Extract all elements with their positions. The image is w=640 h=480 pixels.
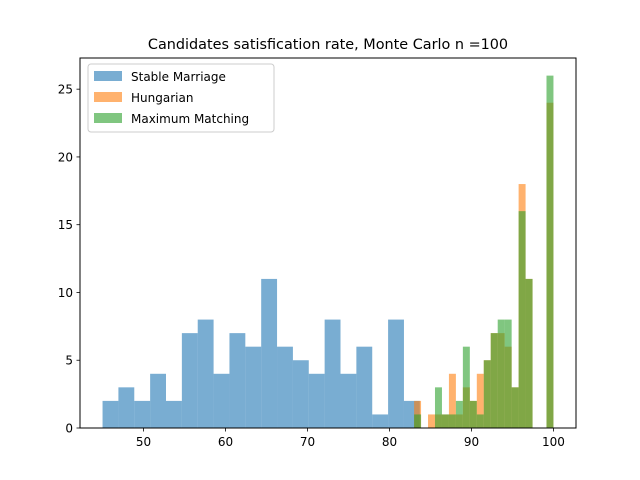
x-tick-label: 70 — [300, 435, 315, 449]
histogram-bar — [546, 75, 554, 428]
histogram-bar — [476, 373, 484, 428]
legend-box — [87, 63, 275, 133]
histogram-bar — [166, 400, 182, 428]
histogram-bar — [448, 414, 456, 428]
y-axis: 0 5 10 15 20 25 — [58, 83, 80, 436]
histogram-bar — [490, 333, 498, 428]
x-tick-label: 90 — [464, 435, 479, 449]
histogram-bars — [102, 75, 554, 428]
histogram-bar — [504, 319, 512, 428]
histogram-bar — [245, 346, 262, 428]
histogram-bar — [102, 400, 119, 428]
legend-swatch — [94, 113, 122, 123]
y-tick-label: 15 — [58, 218, 73, 232]
histogram-bar — [469, 400, 477, 428]
legend-label: Stable Marriage — [131, 70, 226, 84]
histogram-bar — [324, 319, 341, 428]
histogram-bar — [518, 211, 526, 428]
histogram-bar — [292, 360, 309, 428]
histogram-bar — [525, 278, 533, 428]
histogram-bar — [462, 346, 470, 428]
legend-swatch — [94, 71, 122, 81]
y-tick-label: 20 — [58, 150, 73, 164]
chart-title: Candidates satisfication rate, Monte Car… — [148, 37, 508, 53]
series-maximum-matching — [414, 75, 554, 428]
histogram-bar — [511, 387, 519, 428]
histogram-bar — [197, 319, 214, 428]
histogram-bar — [261, 278, 278, 428]
x-tick-label: 80 — [382, 435, 397, 449]
histogram-bar — [308, 373, 325, 428]
histogram-bar — [414, 414, 422, 428]
histogram-bar — [497, 319, 505, 428]
histogram-bar — [441, 414, 449, 428]
histogram-bar — [150, 373, 167, 428]
y-tick-label: 5 — [65, 354, 73, 368]
y-tick-label: 0 — [65, 422, 73, 436]
x-tick-label: 100 — [542, 435, 565, 449]
histogram-bar — [434, 387, 442, 428]
histogram-bar — [388, 319, 404, 428]
x-axis: 50 60 70 80 90 100 — [136, 428, 565, 449]
y-tick-label: 10 — [58, 286, 73, 300]
histogram-bar — [448, 373, 456, 428]
legend-swatch — [94, 92, 122, 102]
legend: Stable Marriage Hungarian Maximum Matching — [87, 63, 275, 133]
histogram-bar — [340, 373, 357, 428]
histogram-bar — [356, 346, 373, 428]
histogram-bar — [476, 414, 484, 428]
histogram-bar — [455, 400, 463, 428]
x-tick-label: 60 — [218, 435, 233, 449]
legend-label: Maximum Matching — [131, 112, 249, 126]
histogram-bar — [483, 360, 491, 428]
series-stable-marriage — [102, 278, 420, 428]
histogram-bar — [372, 414, 389, 428]
histogram-bar — [428, 414, 435, 428]
histogram-bar — [118, 387, 135, 428]
plot-frame — [79, 57, 577, 429]
histogram-bar — [134, 400, 151, 428]
y-tick-label: 25 — [58, 83, 73, 97]
histogram-bar — [181, 333, 198, 428]
legend-label: Hungarian — [131, 91, 193, 105]
histogram-bar — [213, 373, 230, 428]
histogram-bar — [277, 346, 293, 428]
histogram-bar — [229, 333, 246, 428]
x-tick-label: 50 — [136, 435, 151, 449]
